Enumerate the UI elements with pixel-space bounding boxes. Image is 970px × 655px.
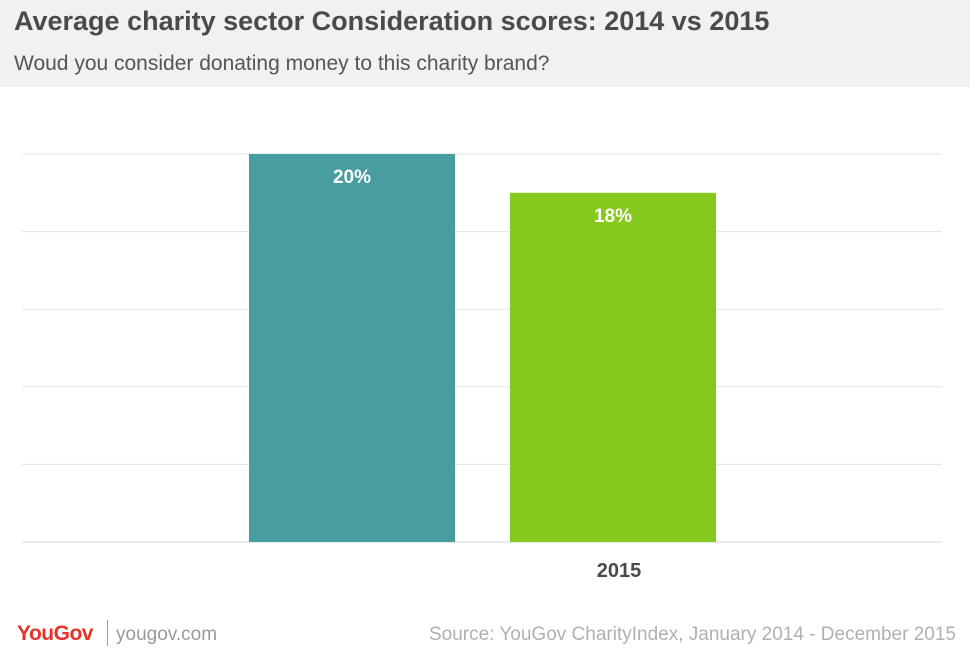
footer-source: Source: YouGov CharityIndex, January 201… <box>428 624 956 645</box>
bar-value-label: 18% <box>594 206 632 227</box>
bar-chart: 20% 18% 2015 <box>22 153 942 582</box>
bar-value-label: 20% <box>333 167 371 188</box>
x-tick-label: 2015 <box>597 560 642 582</box>
chart-subtitle: Woud you consider donating money to this… <box>14 52 550 75</box>
chart-header: Average charity sector Consideration sco… <box>0 0 970 87</box>
footer-site-link[interactable]: yougov.com <box>116 624 218 645</box>
footer-divider <box>107 620 108 646</box>
chart-title: Average charity sector Consideration sco… <box>14 6 770 36</box>
yougov-logo: YouGov <box>17 622 93 645</box>
bar-1 <box>510 192 716 543</box>
bar-0 <box>249 154 455 542</box>
